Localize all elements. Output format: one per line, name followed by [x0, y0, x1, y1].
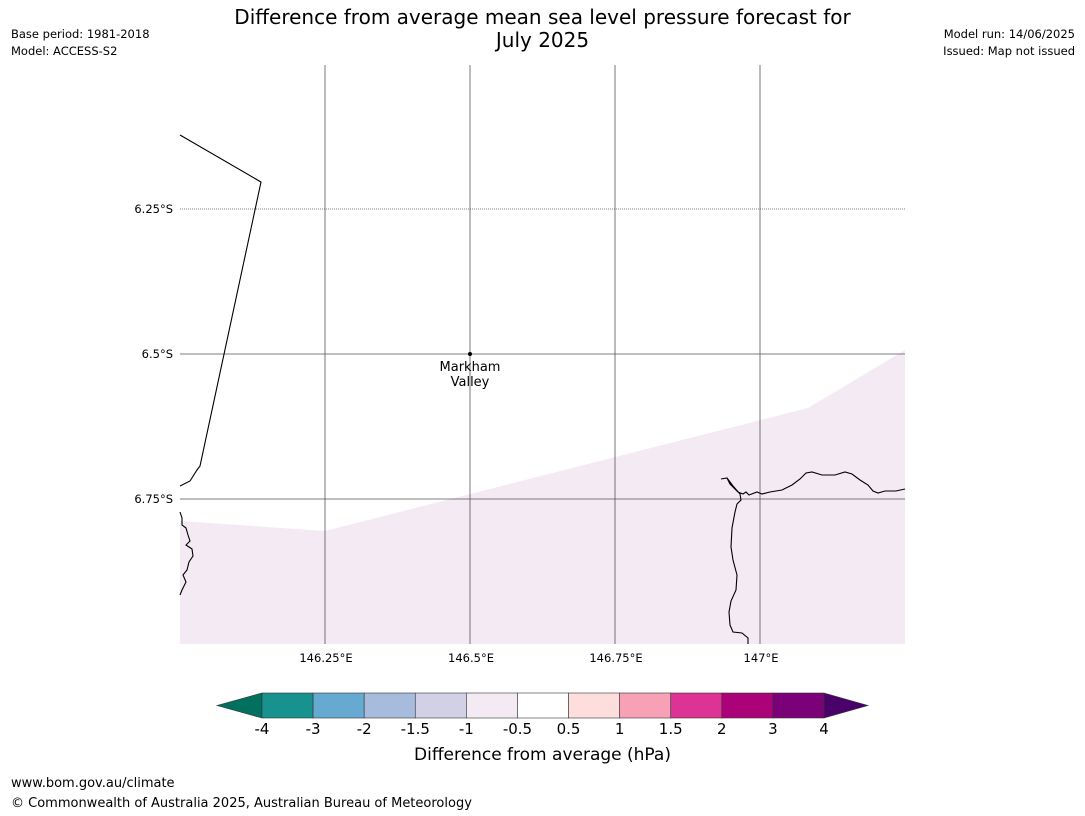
border-line: [179, 134, 262, 487]
place-name-line-1: Markham: [439, 360, 501, 375]
colorbar-segment: [619, 692, 672, 719]
colorbar-segment: [414, 692, 467, 719]
colorbar-segment: [466, 692, 518, 719]
colorbar-segment: [721, 692, 774, 719]
colorbar-segment: [517, 692, 569, 719]
colorbar-segment: [568, 692, 620, 719]
colorbar-title: Difference from average (hPa): [414, 745, 671, 765]
colorbar-tick-label: -0.5: [502, 720, 533, 738]
pressure-anomaly-region: [180, 350, 905, 644]
header-right-info: Model run: 14/06/2025 Issued: Map not is…: [943, 26, 1075, 60]
map-title: Difference from average mean sea level p…: [180, 6, 905, 52]
colorbar-over-arrow: [823, 692, 870, 719]
colorbar-tick-label: 0.5: [556, 720, 581, 738]
lat-label-6-5: 6.5°S: [141, 347, 173, 361]
header-left-info: Base period: 1981-2018 Model: ACCESS-S2: [11, 26, 150, 60]
colorbar-segments: [261, 692, 825, 719]
colorbar-tick-label: -4: [254, 720, 270, 738]
graticule: [180, 65, 905, 644]
colorbar: [215, 692, 870, 719]
colorbar-segment: [312, 692, 365, 719]
colorbar-under-arrow: [215, 692, 263, 719]
colorbar-tick-label: -1.5: [400, 720, 430, 738]
footer-copyright: © Commonwealth of Australia 2025, Austra…: [11, 796, 472, 811]
place-label-markham-valley: Markham Valley: [440, 360, 501, 390]
colorbar-tick-label: 1: [614, 720, 625, 738]
colorbar-tick-label: -1: [458, 720, 474, 738]
model-run-text: Model run: 14/06/2025: [943, 27, 1075, 41]
colorbar-tick-label: 4: [819, 720, 829, 738]
issued-text: Issued: Map not issued: [943, 44, 1075, 58]
east-coastline: [720, 471, 906, 644]
colorbar-tick-label: -3: [305, 720, 321, 738]
colorbar-tick-label: 1.5: [658, 720, 683, 738]
footer-url[interactable]: www.bom.gov.au/climate: [11, 776, 175, 791]
model-text: Model: ACCESS-S2: [11, 44, 118, 58]
base-period-text: Base period: 1981-2018: [11, 27, 150, 41]
place-name-line-2: Valley: [450, 375, 490, 390]
lon-label-147: 147°E: [743, 651, 779, 665]
colorbar-tick-label: 2: [717, 720, 727, 738]
lat-label-6-25: 6.25°S: [134, 202, 173, 216]
colorbar-tick-label: 3: [768, 720, 778, 738]
colorbar-segment: [772, 692, 825, 719]
lat-label-6-75: 6.75°S: [134, 492, 173, 506]
lon-label-146-5: 146.5°E: [448, 651, 494, 665]
colorbar-tick-label: -2: [356, 720, 372, 738]
colorbar-segment: [670, 692, 723, 719]
lon-label-146-75: 146.75°E: [589, 651, 643, 665]
west-coastline: [179, 511, 194, 596]
lon-label-146-25: 146.25°E: [299, 651, 353, 665]
colorbar-segment: [363, 692, 416, 719]
markham-valley-marker: [468, 352, 472, 356]
title-line-2: July 2025: [495, 28, 590, 52]
title-line-1: Difference from average mean sea level p…: [234, 5, 851, 29]
colorbar-segment: [261, 692, 314, 719]
coastlines: [179, 134, 906, 644]
